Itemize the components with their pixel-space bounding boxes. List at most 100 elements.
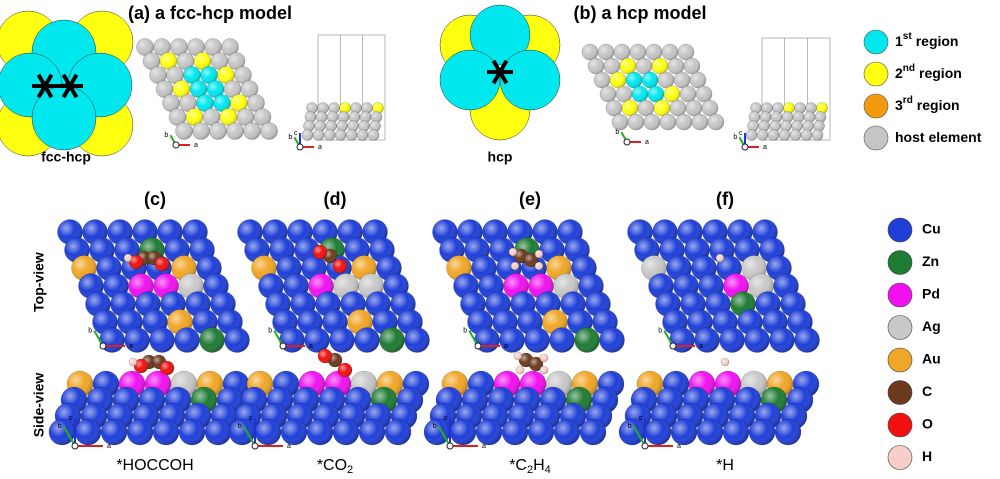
atom-shade <box>213 94 231 112</box>
atom-shade <box>303 120 315 132</box>
axis-origin <box>474 342 482 350</box>
caption-text: *H <box>716 457 734 474</box>
atom-shade <box>333 419 359 445</box>
axis-label: c <box>739 130 743 137</box>
axis-label: b <box>164 132 168 139</box>
atom-shade <box>336 120 348 132</box>
atom-shade <box>204 38 222 56</box>
atom-shade <box>524 327 550 353</box>
atom-shade <box>179 419 205 445</box>
atom-shade <box>338 111 349 123</box>
atom-shade <box>317 102 329 114</box>
atom-shade <box>676 114 692 130</box>
atom-shade <box>686 100 702 116</box>
atom-shade <box>183 66 201 84</box>
axis-label: b <box>615 129 619 136</box>
atom-shade <box>529 357 543 371</box>
atom-shade <box>156 80 173 98</box>
atom-shade <box>664 86 680 102</box>
atom-shade <box>335 129 346 141</box>
atom-shade <box>101 419 127 445</box>
atom-shade <box>750 102 762 114</box>
legend-label: host element <box>895 129 982 145</box>
atom-shade <box>708 114 724 130</box>
atom-shade <box>626 72 642 88</box>
atom-shade <box>187 38 205 56</box>
atom-shade <box>606 100 622 116</box>
atom-shade <box>719 327 745 353</box>
atom-shade <box>645 419 671 445</box>
atom-shade <box>226 122 244 140</box>
atom-shade <box>339 102 351 114</box>
atom-shade <box>217 66 235 84</box>
atom-shade <box>516 366 524 374</box>
atom-shade <box>690 72 706 88</box>
axis-label: b <box>733 134 737 141</box>
legend-label: Cu <box>922 221 941 237</box>
atom-shade <box>179 94 197 112</box>
atom-shade <box>749 419 775 445</box>
atom-shade <box>813 120 825 132</box>
legend-swatch <box>887 412 913 438</box>
caption-text: *CO <box>317 457 347 474</box>
atom-shade <box>230 94 248 112</box>
caption-text: *C <box>509 457 527 474</box>
axis-arrow <box>62 425 76 447</box>
atom-shade <box>175 122 193 140</box>
caption-sub: 2 <box>527 464 533 476</box>
axis-arrow <box>632 425 646 447</box>
atom-shade <box>194 52 211 70</box>
atom-shade <box>338 363 352 377</box>
atom-shade <box>780 120 792 132</box>
region-atom <box>469 4 531 66</box>
site-label: hcp <box>488 149 513 165</box>
atom-shade <box>166 66 184 84</box>
legend-swatch <box>863 125 889 151</box>
legend-label: 2nd region <box>895 63 962 81</box>
atom-shade <box>229 419 255 445</box>
caption-text: *HOCCOH <box>116 457 193 474</box>
legend-swatch <box>887 315 913 340</box>
atom-shade <box>224 80 241 98</box>
atom-shade <box>333 259 347 273</box>
axis-label: b <box>463 327 467 334</box>
atom-shade <box>782 111 793 123</box>
atom-shade <box>540 354 548 362</box>
atom-shade <box>816 102 828 114</box>
atom-shade <box>692 114 708 130</box>
atom-shade <box>190 80 207 98</box>
axis-label: b <box>238 423 242 430</box>
atom-shade <box>702 100 718 116</box>
atom-shade <box>678 44 694 60</box>
atom-shade <box>228 52 245 70</box>
caption-sub: 2 <box>347 464 353 476</box>
atom-shade <box>511 262 519 270</box>
caption: *HOCCOH <box>116 457 193 474</box>
legend-label: 1st region <box>895 31 958 49</box>
site-marker <box>491 59 509 85</box>
atom-shade <box>769 327 795 353</box>
atom-shade <box>594 72 610 88</box>
atom-shade <box>327 111 338 123</box>
atom-shade <box>622 100 638 116</box>
legend-text: region <box>916 33 959 49</box>
atom-shade <box>221 38 239 56</box>
atom-shade <box>646 44 662 60</box>
atom-shade <box>696 86 712 102</box>
axis-label: b <box>88 327 92 334</box>
panel-label: (c) <box>144 189 166 209</box>
atom-shade <box>199 327 225 353</box>
atom-shade <box>205 419 231 445</box>
axis-label: b <box>58 423 62 430</box>
atom-shade <box>385 419 411 445</box>
axis-origin <box>741 143 749 151</box>
panel-a-title: (a) a fcc-hcp model <box>128 3 292 23</box>
atom-shade <box>671 419 697 445</box>
atom-shade <box>369 120 381 132</box>
axis-label: b <box>288 134 292 141</box>
atom-shade <box>746 129 757 141</box>
atom-shade <box>314 120 326 132</box>
legend-swatch <box>887 347 913 373</box>
atom-shade <box>670 100 686 116</box>
